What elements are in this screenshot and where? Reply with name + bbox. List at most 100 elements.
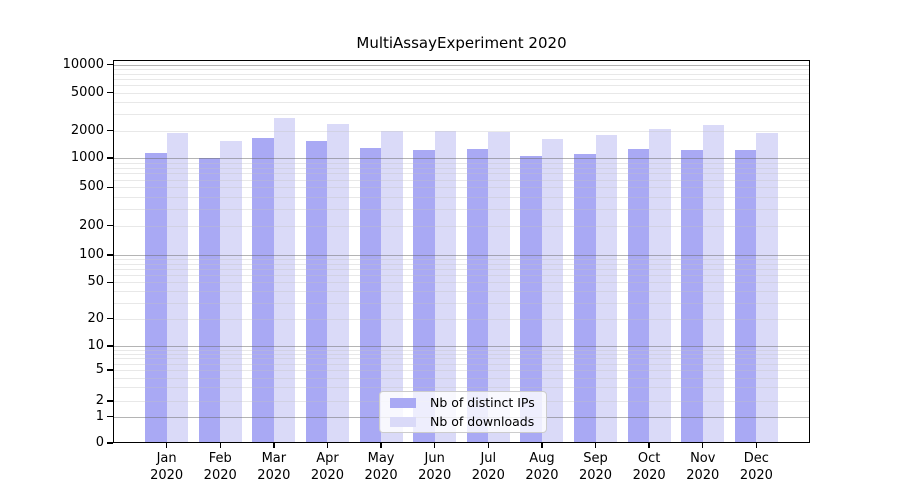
gridline-minor xyxy=(113,225,810,227)
bar-downloads xyxy=(381,131,403,443)
bar-distinct-ips xyxy=(681,150,703,443)
gridline-minor xyxy=(113,349,810,351)
gridline-minor xyxy=(113,318,810,320)
gridline-major xyxy=(113,255,810,257)
distinct-ips-swatch-icon xyxy=(390,397,416,408)
gridline-minor xyxy=(113,363,810,365)
gridline-minor xyxy=(113,387,810,389)
gridline-minor xyxy=(113,263,810,265)
legend: Nb of distinct IPs Nb of downloads xyxy=(379,391,547,433)
x-tick-label: Oct 2020 xyxy=(617,450,681,484)
gridline-minor xyxy=(113,302,810,304)
gridline-minor xyxy=(113,167,810,169)
y-tick-mark xyxy=(107,63,113,66)
gridline-minor xyxy=(113,101,810,103)
gridline-minor xyxy=(113,377,810,379)
x-tick-year: 2020 xyxy=(686,468,720,483)
x-tick-label: Dec 2020 xyxy=(724,450,788,484)
gridline-minor xyxy=(113,291,810,293)
x-tick-mark xyxy=(326,443,329,448)
y-tick-mark xyxy=(107,415,113,418)
gridline-minor xyxy=(113,92,810,94)
gridline-minor xyxy=(113,196,810,198)
x-tick-label: Mar 2020 xyxy=(242,450,306,484)
bar-downloads xyxy=(702,124,725,443)
y-tick-mark xyxy=(107,400,113,402)
gridline-minor xyxy=(113,358,810,360)
x-tick-year: 2020 xyxy=(364,468,398,483)
bar-distinct-ips xyxy=(145,152,167,443)
x-tick-year: 2020 xyxy=(739,468,773,483)
gridline-minor xyxy=(113,259,810,261)
x-tick-label: Feb 2020 xyxy=(188,450,252,484)
y-tick-mark xyxy=(107,254,113,256)
y-tick-mark xyxy=(107,157,113,159)
x-tick-month: May xyxy=(367,451,395,466)
y-tick-label: 100 xyxy=(79,247,104,263)
x-tick-label: Jul 2020 xyxy=(456,450,520,484)
x-tick-year: 2020 xyxy=(310,468,344,483)
y-tick-mark xyxy=(107,129,113,132)
gridline-minor xyxy=(113,162,810,164)
bar-downloads xyxy=(488,131,510,443)
gridline-minor xyxy=(113,130,810,132)
gridline-minor xyxy=(113,370,810,372)
y-tick-mark xyxy=(107,345,113,347)
x-tick-year: 2020 xyxy=(471,468,505,483)
x-tick-month: Dec xyxy=(743,451,769,466)
x-tick-mark xyxy=(541,443,543,448)
x-tick-label: Jan 2020 xyxy=(135,450,199,484)
gridline-major xyxy=(113,345,810,347)
bar-downloads xyxy=(595,134,617,443)
gridline-minor xyxy=(113,179,810,181)
gridline-major xyxy=(113,64,810,66)
x-tick-month: Feb xyxy=(208,451,232,466)
y-tick-label: 0 xyxy=(95,435,104,450)
x-tick-month: Oct xyxy=(637,451,661,466)
y-tick-mark xyxy=(107,225,113,227)
bar-distinct-ips xyxy=(198,158,221,443)
x-tick-mark xyxy=(165,443,168,448)
gridline-major xyxy=(113,158,810,160)
bar-downloads xyxy=(434,130,457,443)
bar-distinct-ips xyxy=(734,150,757,443)
bar-distinct-ips xyxy=(466,148,489,443)
x-tick-label: Sep 2020 xyxy=(564,450,628,484)
x-tick-mark xyxy=(702,443,704,448)
y-tick-label: 2 xyxy=(95,392,104,408)
gridline-minor xyxy=(113,187,810,189)
x-tick-month: Apr xyxy=(316,451,339,466)
gridline-minor xyxy=(113,353,810,355)
x-tick-mark xyxy=(219,443,221,448)
x-tick-mark xyxy=(273,443,275,448)
y-tick-label: 2000 xyxy=(70,122,104,138)
gridline-minor xyxy=(113,73,810,75)
gridline-minor xyxy=(113,282,810,284)
bar-distinct-ips xyxy=(574,153,596,443)
x-tick-mark xyxy=(380,443,382,448)
x-tick-label: Apr 2020 xyxy=(295,450,359,484)
bar-downloads xyxy=(327,124,349,443)
y-tick-label: 10 xyxy=(87,337,104,353)
bar-downloads xyxy=(273,118,296,443)
bar-downloads xyxy=(649,128,671,443)
y-tick-mark xyxy=(107,91,113,94)
gridline-minor xyxy=(113,173,810,175)
y-tick-label: 1000 xyxy=(70,150,104,166)
x-tick-mark xyxy=(487,443,489,448)
x-tick-mark xyxy=(433,443,436,448)
x-tick-year: 2020 xyxy=(578,468,613,483)
gridline-minor xyxy=(113,78,810,80)
plot-area: Nb of distinct IPs Nb of downloads xyxy=(113,60,810,443)
y-tick-mark xyxy=(107,317,113,320)
x-tick-year: 2020 xyxy=(257,468,291,483)
y-tick-label: 200 xyxy=(79,217,104,233)
bar-downloads xyxy=(756,132,778,443)
y-tick-mark xyxy=(107,369,113,371)
x-tick-year: 2020 xyxy=(525,468,559,483)
y-tick-label: 20 xyxy=(87,310,104,326)
bar-downloads xyxy=(220,141,242,443)
x-tick-mark xyxy=(648,443,650,448)
bar-distinct-ips xyxy=(359,148,382,443)
